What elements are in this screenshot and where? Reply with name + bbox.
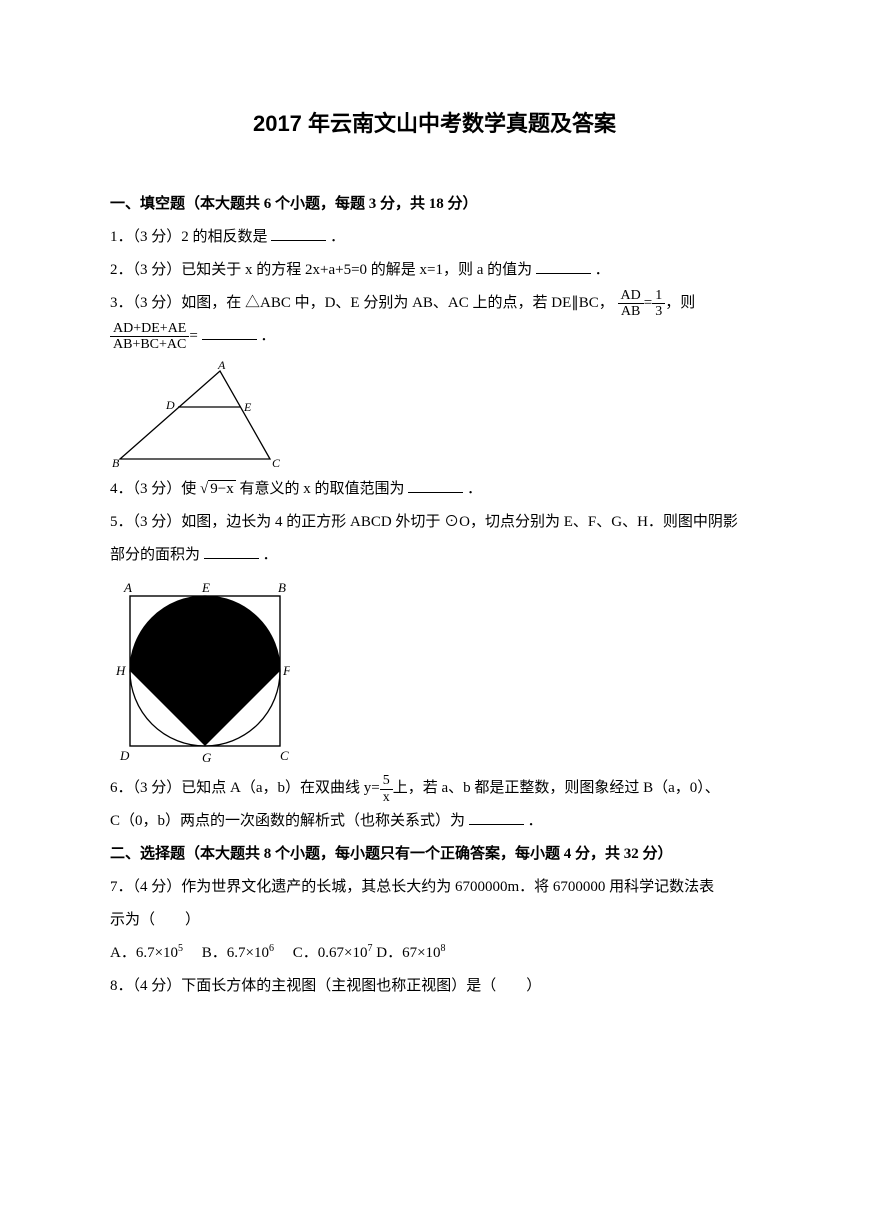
q1-text: 1．（3 分）2 的相反数是	[110, 229, 268, 245]
question-3-line2: AD+DE+AE AB+BC+AC = ．	[110, 320, 759, 353]
question-3: 3．（3 分）如图，在 △ABC 中，D、E 分别为 AB、AC 上的点，若 D…	[110, 287, 759, 320]
q7-opt-c-exp: 7	[367, 943, 372, 954]
section2-heading: 二、选择题（本大题共 8 个小题，每小题只有一个正确答案，每小题 4 分，共 3…	[110, 838, 759, 871]
q3-text-b: ，则	[665, 295, 695, 311]
q5-text-a: 5．（3 分）如图，边长为 4 的正方形 ABCD 外切于 ⊙O，切点分别为 E…	[110, 514, 738, 530]
q6-blank	[469, 809, 524, 825]
question-1: 1．（3 分）2 的相反数是 ．	[110, 221, 759, 254]
q3-text-a: 3．（3 分）如图，在 △ABC 中，D、E 分别为 AB、AC 上的点，若 D…	[110, 295, 614, 311]
question-7-line2: 示为（ ）	[110, 904, 759, 937]
q5-text-b: 部分的面积为	[110, 547, 200, 563]
frac-den: x	[380, 790, 393, 805]
svg-text:A: A	[123, 580, 132, 595]
q3-period: ．	[260, 328, 275, 344]
svg-text:G: G	[202, 750, 212, 765]
q7-opt-c: C．0.67×10	[278, 945, 368, 961]
q5-period: ．	[263, 547, 278, 563]
q6-period: ．	[528, 813, 543, 829]
q3-frac-big: AD+DE+AE AB+BC+AC	[110, 321, 189, 353]
q7-opt-b: B．6.7×10	[187, 945, 269, 961]
section1-heading: 一、填空题（本大题共 6 个小题，每题 3 分，共 18 分）	[110, 188, 759, 221]
question-5: 5．（3 分）如图，边长为 4 的正方形 ABCD 外切于 ⊙O，切点分别为 E…	[110, 506, 759, 539]
q7-opt-b-exp: 6	[269, 943, 274, 954]
frac-num: 5	[380, 773, 393, 789]
q6-text-b: 上，若 a、b 都是正整数，则图象经过 B（a，0）、	[393, 780, 720, 796]
q4-text-b: 有意义的 x 的取值范围为	[239, 481, 404, 497]
svg-text:C: C	[280, 748, 289, 763]
q7-opt-d: D．67×10	[376, 945, 440, 961]
question-5-line2: 部分的面积为 ．	[110, 539, 759, 572]
q6-frac: 5 x	[380, 773, 393, 805]
q7-text-b: 示为（ ）	[110, 912, 200, 928]
q2-blank	[536, 258, 591, 274]
frac-den: AB	[618, 304, 644, 319]
q4-text-a: 4．（3 分）使	[110, 481, 196, 497]
q3-eq: =	[644, 295, 652, 311]
q3-frac-13: 1 3	[652, 288, 665, 320]
svg-text:D: D	[165, 398, 175, 412]
question-6: 6．（3 分）已知点 A（a，b）在双曲线 y= 5 x 上，若 a、b 都是正…	[110, 772, 759, 805]
q2-period: ．	[595, 262, 610, 278]
frac-num: AD+DE+AE	[110, 321, 189, 337]
q4-sqrt: √9−x	[200, 473, 236, 506]
figure-triangle: A B C D E	[110, 359, 759, 469]
question-8: 8．（4 分）下面长方体的主视图（主视图也称正视图）是（ ）	[110, 970, 759, 1003]
q7-opt-a-exp: 5	[178, 943, 183, 954]
svg-text:A: A	[217, 359, 226, 372]
frac-num: AD	[618, 288, 644, 304]
q3-blank	[202, 324, 257, 340]
question-7: 7．（4 分）作为世界文化遗产的长城，其总长大约为 6700000m．将 670…	[110, 871, 759, 904]
q3-suffix: =	[189, 328, 197, 344]
svg-text:E: E	[201, 580, 210, 595]
figure-square-circle: A E B H F D G C	[110, 578, 759, 768]
frac-den: 3	[652, 304, 665, 319]
svg-text:D: D	[119, 748, 130, 763]
question-6-line2: C（0，b）两点的一次函数的解析式（也称关系式）为 ．	[110, 805, 759, 838]
question-4: 4．（3 分）使 √9−x 有意义的 x 的取值范围为 ．	[110, 473, 759, 506]
q4-period: ．	[467, 481, 482, 497]
q7-opt-a: A．6.7×10	[110, 945, 178, 961]
q1-blank	[271, 225, 326, 241]
q3-frac-adab: AD AB	[618, 288, 644, 320]
page-title: 2017 年云南文山中考数学真题及答案	[110, 100, 759, 148]
svg-text:B: B	[112, 456, 120, 469]
svg-text:E: E	[243, 400, 252, 414]
svg-text:H: H	[115, 663, 126, 678]
sqrt-radicand: 9−x	[208, 480, 235, 497]
q7-opt-d-exp: 8	[441, 943, 446, 954]
question-2: 2．（3 分）已知关于 x 的方程 2x+a+5=0 的解是 x=1，则 a 的…	[110, 254, 759, 287]
svg-text:F: F	[282, 663, 290, 678]
svg-text:C: C	[272, 456, 280, 469]
q8-text: 8．（4 分）下面长方体的主视图（主视图也称正视图）是（ ）	[110, 978, 541, 994]
q5-blank	[204, 543, 259, 559]
q4-blank	[408, 477, 463, 493]
q6-text-c: C（0，b）两点的一次函数的解析式（也称关系式）为	[110, 813, 465, 829]
page: 2017 年云南文山中考数学真题及答案 一、填空题（本大题共 6 个小题，每题 …	[0, 0, 869, 1228]
q1-period: ．	[330, 229, 345, 245]
question-7-options: A．6.7×105 B．6.7×106 C．0.67×107 D．67×108	[110, 937, 759, 970]
frac-den: AB+BC+AC	[110, 337, 189, 352]
frac-num: 1	[652, 288, 665, 304]
svg-text:B: B	[278, 580, 286, 595]
q6-text-a: 6．（3 分）已知点 A（a，b）在双曲线 y=	[110, 780, 380, 796]
q2-text: 2．（3 分）已知关于 x 的方程 2x+a+5=0 的解是 x=1，则 a 的…	[110, 262, 532, 278]
q7-text-a: 7．（4 分）作为世界文化遗产的长城，其总长大约为 6700000m．将 670…	[110, 879, 714, 895]
